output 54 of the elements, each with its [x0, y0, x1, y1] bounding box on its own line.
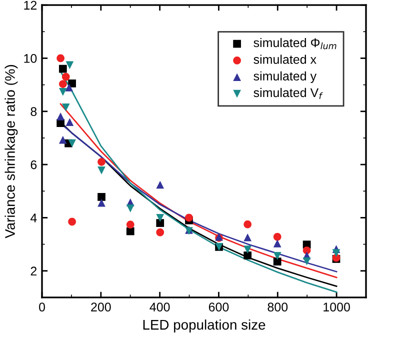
- legend-label: simulated Φ$_{lum}$: [254, 38, 336, 50]
- point: [273, 252, 282, 260]
- point: [244, 246, 252, 254]
- point: [68, 218, 76, 226]
- point: [273, 258, 282, 266]
- point: [98, 166, 106, 174]
- x-tick-label: 1000: [324, 302, 350, 312]
- point: [56, 54, 64, 62]
- point: [156, 180, 164, 189]
- x-axis-title: LED population size: [143, 320, 266, 332]
- y-tick-label: 4: [30, 214, 37, 222]
- point: [156, 214, 164, 222]
- x-tick-label: 0: [39, 302, 45, 312]
- point: [185, 214, 193, 222]
- point: [98, 158, 106, 166]
- point: [244, 220, 252, 228]
- y-tick-label: 10: [24, 54, 37, 63]
- point: [58, 80, 67, 88]
- x-tick-label: 200: [91, 302, 111, 312]
- x-tick-label: 600: [208, 302, 229, 312]
- x-tick-label: 400: [150, 302, 170, 312]
- legend-label: simulated V$_{f}$: [254, 88, 323, 100]
- point: [58, 136, 67, 144]
- point: [156, 219, 164, 227]
- point: [126, 204, 134, 212]
- point: [68, 139, 76, 148]
- y-tick-label: 8: [30, 107, 37, 116]
- point: [62, 103, 70, 112]
- point: [273, 240, 282, 248]
- y-tick-label: 6: [30, 160, 37, 170]
- point: [273, 232, 282, 241]
- point: [244, 252, 252, 260]
- y-tick-label: 2: [30, 266, 37, 276]
- point: [98, 198, 106, 207]
- point: [302, 257, 311, 266]
- y-axis-title: Variance shrinkage ratio (%): [4, 65, 18, 238]
- point: [66, 118, 74, 126]
- point: [332, 249, 340, 257]
- point: [126, 227, 134, 236]
- y-tick-label: 12: [24, 0, 37, 10]
- point: [62, 72, 70, 81]
- legend-label: simulated y: [254, 71, 316, 83]
- point: [56, 112, 64, 120]
- point: [126, 220, 134, 229]
- x-tick-label: 800: [268, 302, 288, 312]
- point: [244, 233, 252, 242]
- point: [156, 228, 164, 236]
- point: [58, 88, 67, 96]
- point: [66, 61, 74, 70]
- point: [302, 246, 311, 254]
- legend-label: simulated x: [254, 54, 316, 64]
- point: [58, 64, 67, 73]
- point: [65, 84, 74, 92]
- point: [98, 193, 106, 201]
